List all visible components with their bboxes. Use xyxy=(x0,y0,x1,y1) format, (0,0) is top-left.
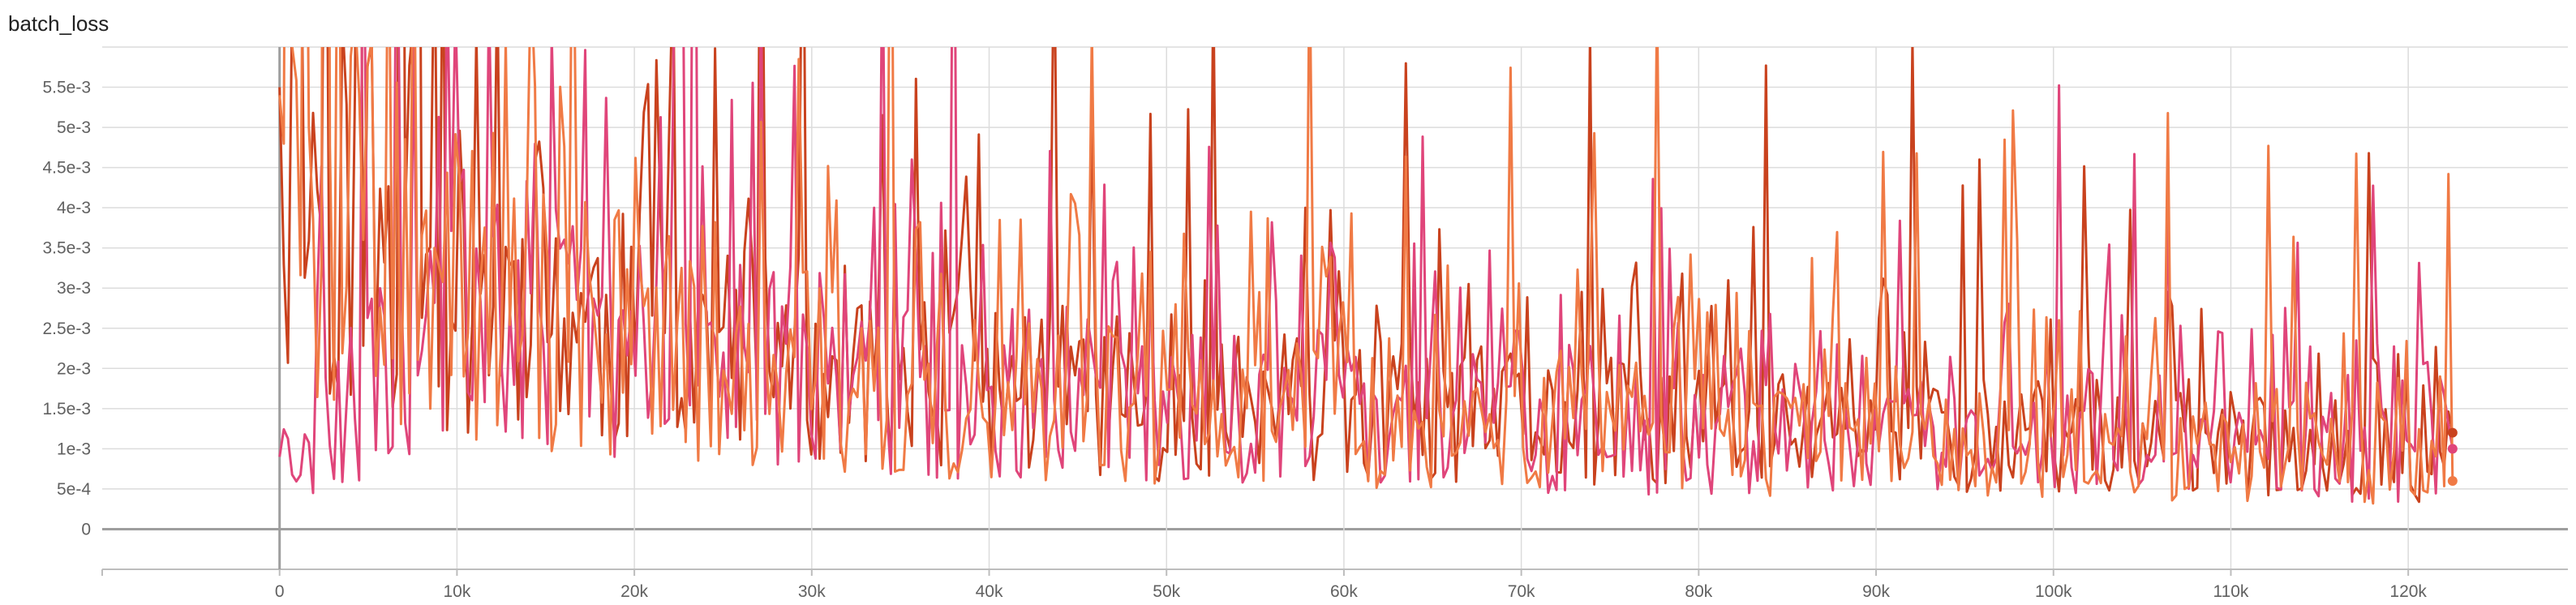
y-tick-label: 1e-3 xyxy=(57,440,91,458)
y-tick-label: 5.5e-3 xyxy=(42,79,91,97)
y-tick-label: 4.5e-3 xyxy=(42,159,91,178)
y-tick-label: 5e-3 xyxy=(57,118,91,137)
x-tick-label: 120k xyxy=(2389,582,2427,601)
x-tick-label: 70k xyxy=(1508,582,1535,601)
y-tick-label: 5e-4 xyxy=(57,480,91,499)
y-tick-label: 0 xyxy=(81,520,91,538)
y-tick-label: 1.5e-3 xyxy=(42,400,91,418)
x-tick-label: 0 xyxy=(275,582,285,601)
series-line-3 xyxy=(278,47,2454,505)
series-line-2 xyxy=(278,47,2454,503)
x-tick-label: 90k xyxy=(1862,582,1890,601)
x-tick-label: 80k xyxy=(1685,582,1712,601)
x-tick-label: 50k xyxy=(1153,582,1180,601)
y-tick-label: 4e-3 xyxy=(57,199,91,217)
x-tick-label: 20k xyxy=(620,582,648,601)
x-tick-label: 100k xyxy=(2035,582,2072,601)
y-tick-label: 3e-3 xyxy=(57,279,91,298)
x-tick-label: 30k xyxy=(798,582,826,601)
tick-layer: 0 5e-4 1e-3 1.5e-3 2e-3 2.5e-3 3e-3 3.5e-3 4e-3 4… xyxy=(42,79,2427,601)
series-end-marker-3 xyxy=(2447,476,2458,487)
x-tick-label: 60k xyxy=(1330,582,1358,601)
x-tick-label: 110k xyxy=(2213,582,2248,601)
series-end-marker-2 xyxy=(2447,444,2458,454)
x-tick-label: 10k xyxy=(443,582,470,601)
chart-title: batch_loss xyxy=(8,11,109,36)
y-tick-label: 3.5e-3 xyxy=(42,239,91,258)
series-layer xyxy=(278,47,2454,505)
x-tick-label: 40k xyxy=(976,582,1003,601)
y-tick-label: 2.5e-3 xyxy=(42,320,91,338)
series-end-marker-1 xyxy=(2447,427,2458,438)
y-tick-label: 2e-3 xyxy=(57,359,91,378)
